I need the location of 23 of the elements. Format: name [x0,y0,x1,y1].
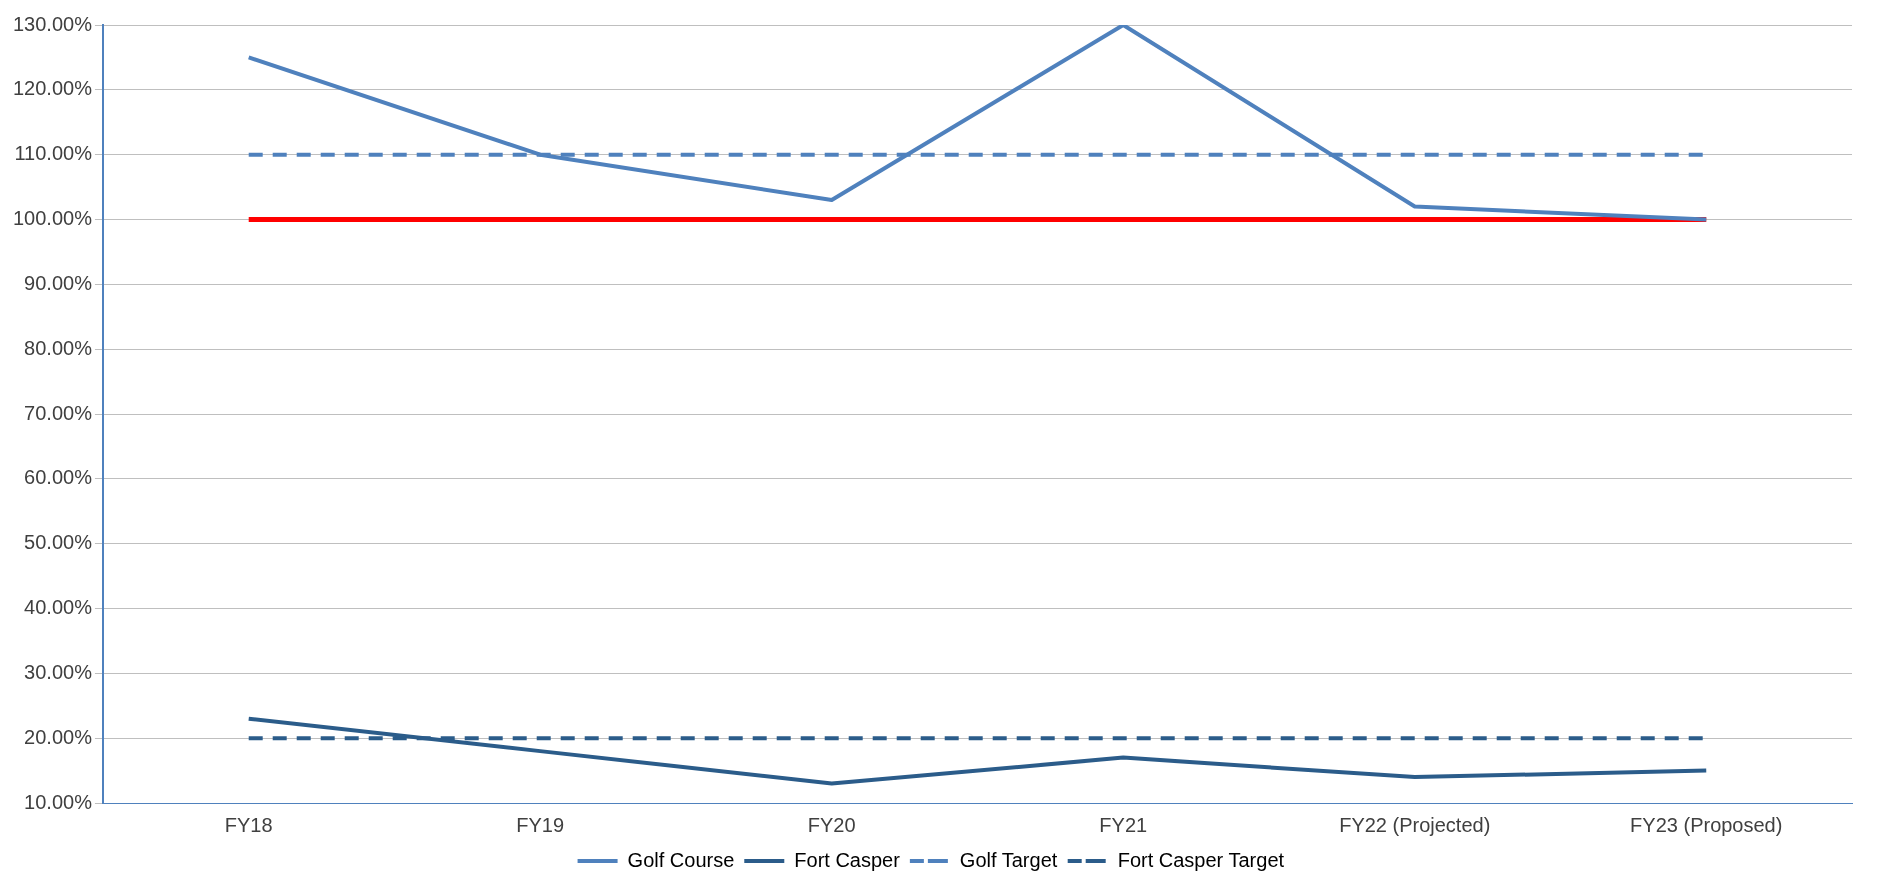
x-tick-label: FY23 (Proposed) [1630,813,1783,836]
x-tick-label: FY20 [807,813,856,836]
legend-label: Golf Target [959,848,1058,871]
y-tick-label: 60.00% [24,466,93,489]
y-tick-label: 80.00% [24,336,93,359]
y-tick-label: 100.00% [12,207,93,230]
x-tick-label: FY22 (Projected) [1339,813,1491,836]
x-tick-label: FY21 [1099,813,1148,836]
x-tick-label: FY18 [224,813,273,836]
y-tick-label: 130.00% [12,12,93,35]
y-tick-label: 20.00% [24,725,93,748]
y-tick-label: 70.00% [24,401,93,424]
y-tick-label: 90.00% [24,271,93,294]
y-tick-label: 120.00% [12,77,93,100]
legend-label: Golf Course [627,848,735,871]
y-tick-label: 50.00% [24,531,93,554]
y-tick-label: 40.00% [24,596,93,619]
x-tick-label: FY19 [516,813,565,836]
legend-label: Fort Casper Target [1117,848,1285,871]
y-tick-label: 110.00% [14,142,93,165]
legend-label: Fort Casper [794,848,901,871]
y-tick-label: 30.00% [24,660,93,683]
y-tick-label: 10.00% [24,790,93,813]
